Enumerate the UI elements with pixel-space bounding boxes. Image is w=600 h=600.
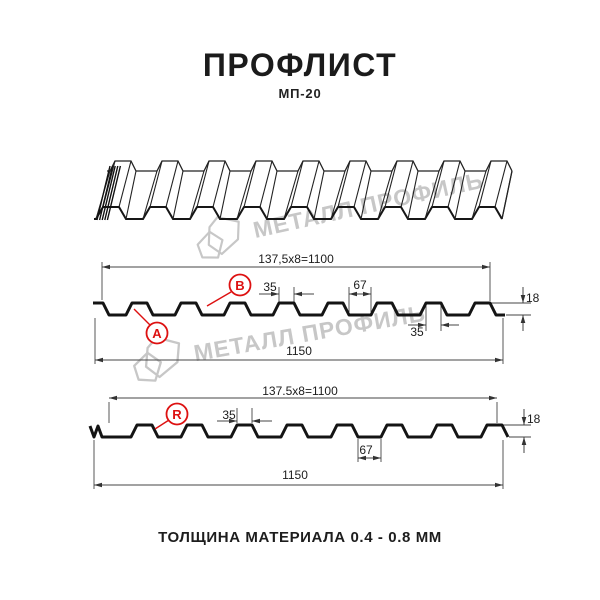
metall-profil-logo-icon — [133, 336, 181, 382]
marker-r-leader — [154, 419, 170, 430]
dimension-lines — [93, 262, 531, 489]
dim-valley-back: 67 — [359, 443, 373, 457]
page-title: ПРОФЛИСТ — [202, 47, 398, 83]
dim-height-back: 18 — [527, 412, 541, 426]
dim-working-width-front: 137,5x8=1100 — [258, 252, 334, 266]
marker-a-label: A — [152, 326, 162, 341]
profile-model: МП-20 — [278, 86, 322, 101]
marker-b-label: B — [235, 278, 244, 293]
material-thickness-note: ТОЛЩИНА МАТЕРИАЛА 0.4 - 0.8 ММ — [158, 529, 442, 546]
metall-profil-logo-icon — [196, 216, 240, 259]
profile-outlines — [88, 301, 510, 439]
marker-r-label: R — [172, 407, 182, 422]
dim-working-width-back: 137.5x8=1100 — [262, 384, 338, 398]
watermark-upper: МЕТАЛЛ ПРОФИЛЬ — [187, 157, 488, 266]
watermark-lower: МЕТАЛЛ ПРОФИЛЬ — [124, 289, 430, 389]
sheet-3d-view — [94, 160, 513, 221]
dim-rib-bottom-front: 35 — [410, 325, 424, 339]
marker-r-circle — [165, 402, 189, 426]
marker-b-circle — [228, 273, 252, 297]
marker-a-circle — [145, 321, 169, 345]
marker-a-leader — [133, 308, 151, 326]
dim-valley-front: 67 — [353, 278, 367, 292]
dim-rib-top-back: 35 — [222, 408, 236, 422]
dim-rib-top-front: 35 — [263, 280, 277, 294]
dim-overall-width-front: 1150 — [286, 344, 312, 358]
dim-height-front: 18 — [526, 291, 540, 305]
dim-overall-width-back: 1150 — [282, 468, 308, 482]
marker-b-leader — [206, 291, 232, 307]
